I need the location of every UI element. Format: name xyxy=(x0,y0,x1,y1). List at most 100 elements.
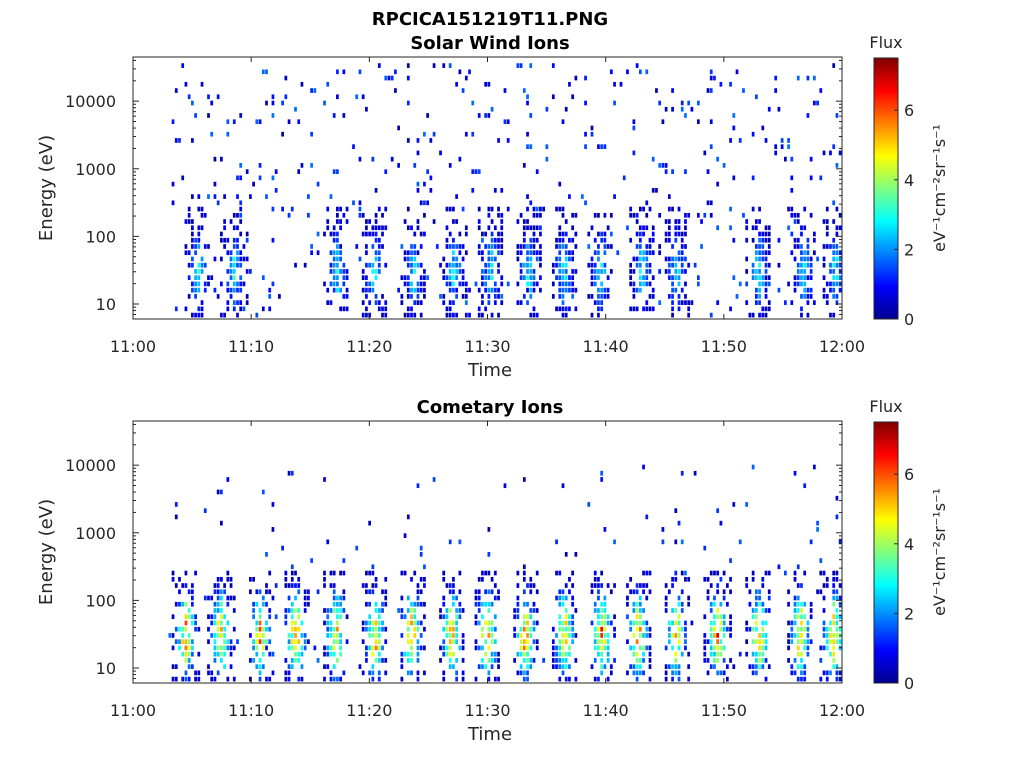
spectrogram-cell xyxy=(271,281,275,287)
spectrogram-cell xyxy=(194,281,197,287)
spectrogram-cell xyxy=(300,81,304,87)
spectrogram-cell xyxy=(558,645,562,651)
spectrogram-cell xyxy=(497,676,500,682)
spectrogram-cell xyxy=(713,658,716,663)
spectrogram-cell xyxy=(416,150,420,156)
spectrogram-cell xyxy=(809,175,813,181)
spectrogram-cell xyxy=(442,300,446,305)
spectrogram-cell xyxy=(709,88,713,93)
spectrogram-cell xyxy=(226,620,230,626)
spectrogram-cell xyxy=(761,250,765,256)
spectrogram-cell xyxy=(332,169,336,174)
spectrogram-cell xyxy=(194,312,197,318)
spectrogram-cell xyxy=(764,658,768,663)
spectrogram-cell xyxy=(464,281,468,287)
spectrogram-cell xyxy=(796,583,800,588)
spectrogram-cell xyxy=(667,633,671,638)
spectrogram-cell xyxy=(667,620,671,626)
spectrogram-cell xyxy=(352,200,355,206)
spectrogram-cell xyxy=(477,595,481,601)
spectrogram-cell xyxy=(645,281,649,287)
spectrogram-cell xyxy=(716,670,720,676)
spectrogram-cell xyxy=(336,206,339,212)
spectrogram-cell xyxy=(174,502,178,507)
spectrogram-cell xyxy=(416,294,420,299)
spectrogram-cell xyxy=(806,244,810,249)
spectrogram-cell xyxy=(477,287,481,293)
spectrogram-cell xyxy=(829,281,832,287)
spectrogram-cell xyxy=(532,206,536,212)
spectrogram-cell xyxy=(197,237,201,243)
spectrogram-cell xyxy=(187,614,191,620)
colorbar-tick-label: 0 xyxy=(904,674,914,693)
spectrogram-cell xyxy=(258,626,262,632)
spectrogram-cell xyxy=(832,275,836,281)
spectrogram-cell xyxy=(371,564,375,570)
spectrogram-cell xyxy=(242,256,246,262)
spectrogram-cell xyxy=(213,608,217,613)
spectrogram-cell xyxy=(716,614,720,620)
spectrogram-cell xyxy=(597,144,600,150)
spectrogram-cell xyxy=(271,502,275,507)
spectrogram-cell xyxy=(374,601,378,607)
spectrogram-cell xyxy=(671,206,674,212)
spectrogram-cell xyxy=(477,645,481,651)
spectrogram-cell xyxy=(487,225,491,231)
spectrogram-cell xyxy=(529,287,533,293)
spectrogram-cell xyxy=(642,658,645,663)
spectrogram-cell xyxy=(197,194,201,199)
spectrogram-cell xyxy=(400,676,404,682)
spectrogram-cell xyxy=(445,626,449,632)
spectrogram-cell xyxy=(642,306,645,312)
spectrogram-cell xyxy=(674,570,678,576)
spectrogram-cell xyxy=(667,294,671,299)
spectrogram-cell xyxy=(287,583,291,588)
spectrogram-cell xyxy=(406,626,410,632)
spectrogram-cell xyxy=(632,670,636,676)
spectrogram-cell xyxy=(458,614,462,620)
spectrogram-cell xyxy=(751,570,755,576)
spectrogram-cell xyxy=(361,287,365,293)
spectrogram-cell xyxy=(584,144,587,150)
spectrogram-cell xyxy=(429,138,433,143)
spectrogram-cell xyxy=(687,306,691,312)
spectrogram-cell xyxy=(568,620,571,626)
spectrogram-cell xyxy=(365,106,368,112)
spectrogram-cell xyxy=(490,589,494,595)
spectrogram-cell xyxy=(635,287,639,293)
spectrogram-cell xyxy=(174,601,178,607)
spectrogram-cell xyxy=(374,626,378,632)
spectrogram-cell xyxy=(452,312,455,318)
spectrogram-cell xyxy=(184,658,188,663)
spectrogram-cell xyxy=(226,576,230,582)
spectrogram-cell xyxy=(767,300,771,305)
spectrogram-cell xyxy=(574,231,578,237)
spectrogram-cell xyxy=(229,250,233,256)
spectrogram-cell xyxy=(829,633,832,638)
spectrogram-cell xyxy=(787,601,790,607)
spectrogram-cell xyxy=(406,206,410,212)
spectrogram-cell xyxy=(571,281,575,287)
spectrogram-cell xyxy=(680,231,684,237)
spectrogram-cell xyxy=(832,620,836,626)
spectrogram-cell xyxy=(326,206,330,212)
spectrogram-cell xyxy=(809,614,813,620)
x-tick-label: 11:40 xyxy=(583,337,629,356)
spectrogram-cell xyxy=(632,620,636,626)
spectrogram-cell xyxy=(506,138,510,143)
spectrogram-cell xyxy=(503,119,507,125)
spectrogram-cell xyxy=(490,620,494,626)
spectrogram-cell xyxy=(397,163,400,168)
spectrogram-cell xyxy=(323,676,326,682)
spectrogram-cell xyxy=(813,75,816,81)
spectrogram-cell xyxy=(249,194,252,199)
spectrogram-cell xyxy=(716,570,720,576)
spectrogram-cell xyxy=(249,676,252,682)
spectrogram-cell xyxy=(696,275,700,281)
spectrogram-cell xyxy=(368,281,371,287)
spectrogram-cell xyxy=(709,626,713,632)
spectrogram-cell xyxy=(638,206,642,212)
spectrogram-cell xyxy=(551,639,555,645)
spectrogram-cell xyxy=(477,219,481,224)
spectrogram-cell xyxy=(423,131,426,137)
